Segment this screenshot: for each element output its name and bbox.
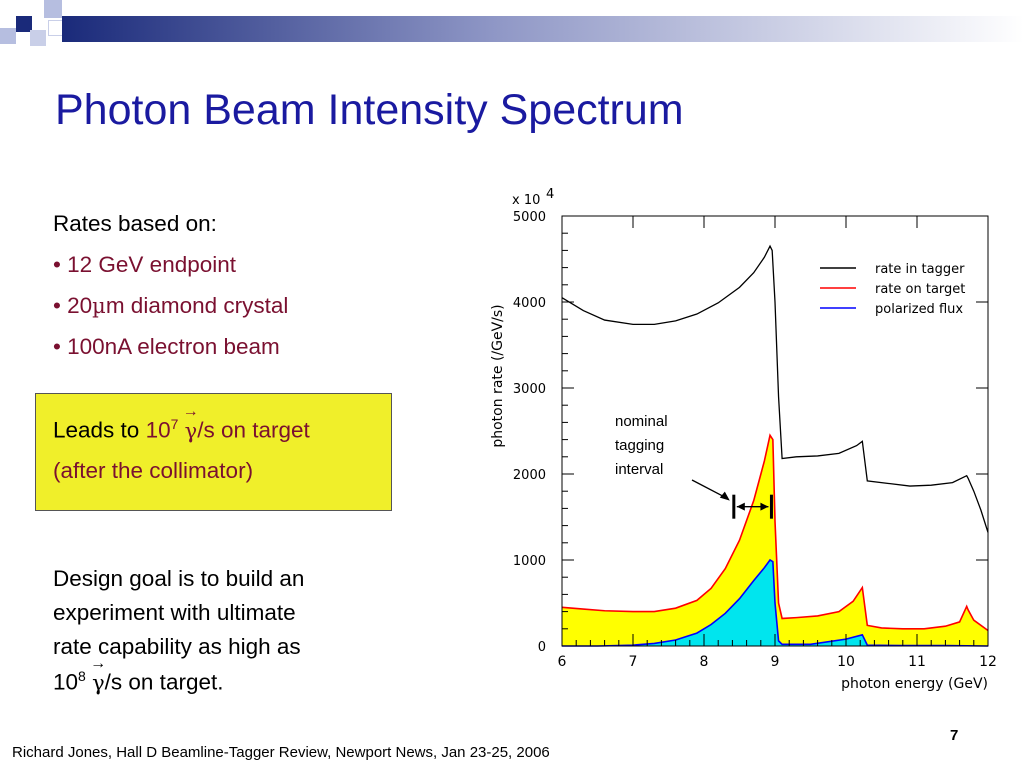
y-axis-label: photon rate (/GeV/s) (490, 304, 506, 447)
bullet-diamond-suffix: m diamond crystal (105, 293, 289, 318)
x-tick-label: 9 (771, 654, 780, 670)
x-tick-label: 8 (700, 654, 709, 670)
design-exp: 8 (78, 668, 86, 684)
slide-title: Photon Beam Intensity Spectrum (55, 86, 684, 134)
x-tick-label: 6 (558, 654, 567, 670)
tagging-interval-annotation: nominal tagging interval (615, 413, 773, 519)
page-number: 7 (950, 727, 959, 744)
vector-arrow-icon: → (182, 402, 199, 420)
chart-ticks (561, 215, 989, 647)
x-tick-label: 11 (908, 654, 926, 670)
box-suffix: /s on target (197, 417, 310, 443)
bullet-diamond: • 20µm diamond crystal (53, 293, 288, 319)
bullet-diamond-prefix: • 20 (53, 293, 93, 318)
on-target-fill (562, 435, 988, 646)
bullet-endpoint: • 12 GeV endpoint (53, 252, 237, 277)
annotation-line-2: interval (615, 461, 663, 478)
box-prefix: Leads to (53, 417, 146, 443)
interval-arrowhead-left-icon (736, 502, 745, 511)
design-value: 10 (53, 669, 79, 695)
y-tick-label: 0 (538, 640, 546, 655)
y-tick-label: 2000 (513, 468, 546, 483)
chart-lines (561, 244, 989, 647)
footer-text: Richard Jones, Hall D Beamline-Tagger Re… (12, 744, 550, 761)
rates-heading: Rates based on: (53, 211, 217, 236)
box-exp: 7 (170, 416, 179, 432)
series-line-0 (561, 244, 989, 533)
design-line-4: 108 → γ/s on target. (53, 655, 224, 696)
vector-arrow-icon: → (90, 654, 107, 672)
series-line-1 (561, 433, 989, 632)
x-tick-label: 7 (629, 654, 638, 670)
design-line-2: experiment with ultimate (53, 600, 296, 625)
bullet-beam: • 100nA electron beam (53, 334, 280, 359)
design-line-3: rate capability as high as (53, 634, 301, 659)
box-value: 10 (145, 417, 171, 443)
design-line-1: Design goal is to build an (53, 566, 305, 591)
photon-spectrum-chart: 6 7 8 9 10 11 12 0 1000 2000 3000 4000 5000 x 10 4 p… (490, 187, 997, 692)
interval-arrowhead-right-icon (760, 502, 769, 511)
gamma-symbol: γ (184, 418, 198, 443)
legend-label-1: rate on target (875, 282, 965, 297)
y-tick-label: 1000 (513, 554, 546, 569)
y-tick-label: 5000 (513, 210, 546, 225)
annotation-line-1: tagging (615, 437, 664, 454)
chart-tick-labels: 6 7 8 9 10 11 12 0 1000 2000 3000 4000 5000 (513, 210, 997, 670)
y-multiplier: x 10 (512, 193, 540, 208)
x-tick-label: 12 (979, 654, 997, 670)
series-line-2 (562, 558, 989, 647)
gamma-symbol: γ (92, 670, 105, 695)
x-tick-label: 10 (837, 654, 855, 670)
gamma-vector: → γ (90, 655, 106, 696)
gamma-vector: → γ (183, 403, 199, 444)
deco-square (16, 16, 32, 32)
highlight-box (35, 393, 392, 511)
deco-square (44, 0, 62, 18)
design-suffix: /s on target. (104, 669, 224, 695)
y-multiplier-exp: 4 (546, 187, 554, 202)
x-axis-label: photon energy (GeV) (841, 676, 988, 692)
mu-symbol: µ (92, 294, 106, 318)
y-tick-label: 4000 (513, 296, 546, 311)
y-tick-label: 3000 (513, 382, 546, 397)
chart-legend: rate in tagger rate on target polarized fl… (820, 262, 965, 317)
legend-label-0: rate in tagger (875, 262, 965, 277)
deco-square (30, 30, 46, 46)
legend-label-2: polarized flux (875, 302, 963, 317)
box-line-1: Leads to 107 → γ/s on target (53, 403, 310, 444)
deco-square (0, 28, 16, 44)
box-line-2: (after the collimator) (53, 458, 254, 483)
annotation-pointer-head-icon (719, 491, 730, 501)
annotation-line-0: nominal (615, 413, 668, 430)
header-gradient-bar (62, 16, 1024, 42)
